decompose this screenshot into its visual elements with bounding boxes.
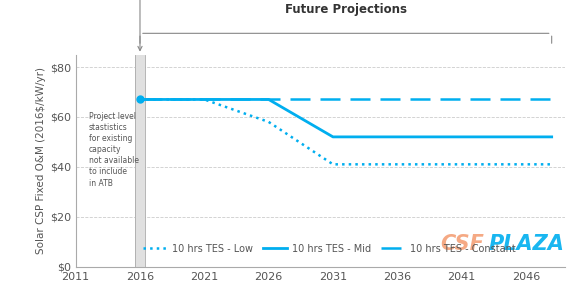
Text: Project level
stastistics
for existing
capacity
not available
to include
in ATB: Project level stastistics for existing c… <box>88 112 139 188</box>
Text: Base (2016): Base (2016) <box>105 0 175 51</box>
Text: PLAZA: PLAZA <box>489 234 565 254</box>
Text: CSF: CSF <box>440 234 484 254</box>
Bar <box>135 55 145 267</box>
Legend: 10 hrs TES - Low, 10 hrs TES - Mid, 10 hrs TES - Constant: 10 hrs TES - Low, 10 hrs TES - Mid, 10 h… <box>139 240 520 258</box>
Y-axis label: Solar CSP Fixed O&M (2016$/kW/yr): Solar CSP Fixed O&M (2016$/kW/yr) <box>36 67 45 254</box>
Text: Future Projections: Future Projections <box>285 3 407 16</box>
